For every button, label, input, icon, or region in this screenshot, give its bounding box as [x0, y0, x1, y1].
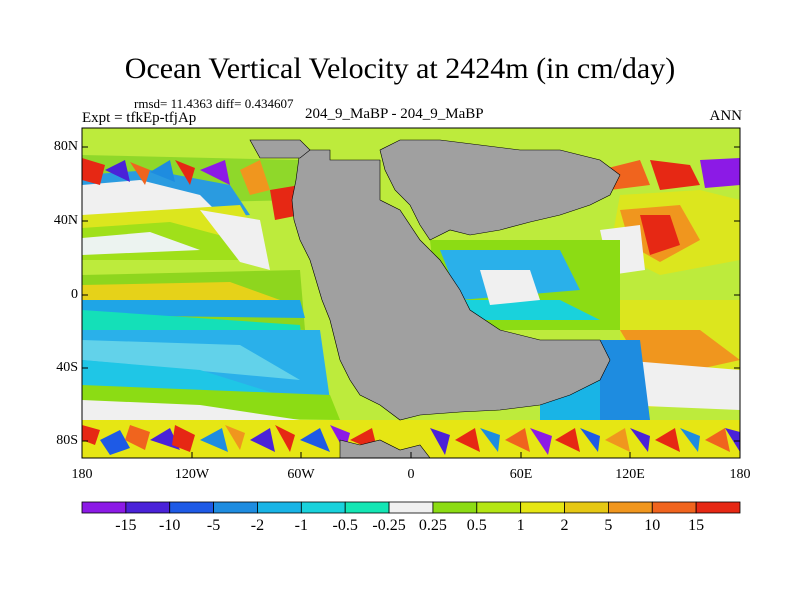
- colorbar: [81, 501, 741, 514]
- y-tick-label: 80S: [56, 433, 78, 448]
- colorbar-label: 1: [516, 517, 525, 534]
- colorbar-swatch: [476, 501, 522, 514]
- colorbar-label: -15: [115, 517, 137, 534]
- colorbar-label: -2: [250, 517, 265, 534]
- colorbar-swatch: [169, 501, 215, 514]
- americas-land: [291, 149, 611, 421]
- axis-ticks: [81, 146, 741, 458]
- x-tick-label: 60W: [287, 467, 315, 482]
- x-tick-label: 120E: [615, 467, 645, 482]
- colorbar-swatch: [213, 501, 258, 514]
- colorbar-swatch: [520, 501, 565, 514]
- northern-noise: [82, 158, 740, 220]
- colorbar-swatch: [300, 501, 346, 514]
- x-tick-label: 0: [407, 467, 415, 482]
- x-tick-label: 120W: [174, 467, 210, 482]
- colorbar-swatch: [651, 501, 697, 514]
- map-title: Ocean Vertical Velocity at 2424m (in cm/…: [124, 52, 676, 85]
- land-masses: [249, 139, 621, 459]
- colorbar-label: -0.5: [332, 517, 358, 534]
- x-tick-label: 60E: [509, 467, 533, 482]
- greenland-land: [249, 139, 311, 159]
- colorbar-swatch: [695, 501, 741, 514]
- colorbar-label: 10: [644, 517, 661, 534]
- y-tick-label: 80N: [53, 139, 78, 154]
- colorbar-swatch: [125, 501, 171, 514]
- colorbar-swatch: [344, 501, 390, 514]
- experiment-label: Expt = tfkEp-tfjAp: [82, 110, 197, 126]
- stats-label: rmsd= 11.4363 diff= 0.434607: [134, 96, 294, 111]
- southern-ocean-noise: [82, 425, 740, 455]
- colorbar-label: 5: [604, 517, 613, 534]
- y-tick-label: 0: [71, 287, 78, 302]
- colorbar-label: -0.25: [372, 517, 406, 534]
- ocean-field: [82, 155, 740, 458]
- colorbar-label: -5: [206, 517, 221, 534]
- y-tick-label: 40N: [53, 213, 78, 228]
- map-plot: [81, 127, 741, 459]
- eurasia-land: [379, 139, 621, 241]
- season-label: ANN: [709, 108, 743, 124]
- colorbar-label: -1: [294, 517, 308, 534]
- case-label: 204_9_MaBP - 204_9_MaBP: [305, 106, 484, 122]
- x-tick-label: 180: [71, 467, 93, 482]
- colorbar-swatch: [608, 501, 653, 514]
- colorbar-swatch: [564, 501, 609, 514]
- colorbar-swatch: [388, 501, 434, 514]
- colorbar-label: 0.5: [466, 517, 487, 534]
- colorbar-label: 15: [688, 517, 705, 534]
- colorbar-swatch: [257, 501, 302, 514]
- colorbar-label: -10: [159, 517, 181, 534]
- y-tick-label: 40S: [56, 360, 78, 375]
- x-tick-label: 180: [729, 467, 751, 482]
- colorbar-swatch: [432, 501, 478, 514]
- colorbar-label: 2: [560, 517, 569, 534]
- colorbar-label: 0.25: [418, 517, 447, 534]
- colorbar-swatch: [81, 501, 127, 514]
